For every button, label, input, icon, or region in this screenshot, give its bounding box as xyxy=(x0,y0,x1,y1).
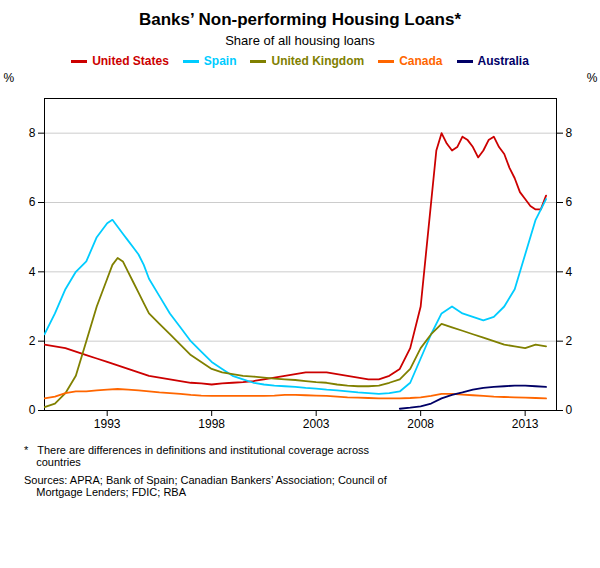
svg-text:%: % xyxy=(587,71,598,85)
svg-text:1998: 1998 xyxy=(198,417,225,431)
html-text:* There are differences in def: * There are differences in definitions a… xyxy=(24,444,370,468)
svg-text:2: 2 xyxy=(29,334,36,348)
svg-text:2008: 2008 xyxy=(407,417,434,431)
html-text:United States: United States xyxy=(92,54,169,68)
svg-text:2013: 2013 xyxy=(512,417,539,431)
svg-text:8: 8 xyxy=(566,126,573,140)
svg-text:2: 2 xyxy=(566,334,573,348)
html-text:Australia: Australia xyxy=(477,54,529,68)
svg-text:0: 0 xyxy=(566,403,573,417)
svg-text:4: 4 xyxy=(29,265,36,279)
svg-text:2003: 2003 xyxy=(303,417,330,431)
html-text:Spain: Spain xyxy=(203,54,237,68)
svg-text:6: 6 xyxy=(566,195,573,209)
html-text:United Kingdom: United Kingdom xyxy=(271,54,365,68)
svg-text:0: 0 xyxy=(29,403,36,417)
html-text:Canada: Canada xyxy=(399,54,443,68)
html-text:Banks’ Non-performing Housing: Banks’ Non-performing Housing Loans* xyxy=(139,10,461,29)
html-text:Share of all housing loans: Share of all housing loans xyxy=(225,33,375,48)
svg-text:6: 6 xyxy=(29,195,36,209)
svg-text:8: 8 xyxy=(29,126,36,140)
svg-text:%: % xyxy=(4,71,15,85)
html-text:Sources: APRA; Bank of Spain;: Sources: APRA; Bank of Spain; Canadian B… xyxy=(24,474,387,498)
svg-text:4: 4 xyxy=(566,265,573,279)
svg-text:1993: 1993 xyxy=(94,417,121,431)
